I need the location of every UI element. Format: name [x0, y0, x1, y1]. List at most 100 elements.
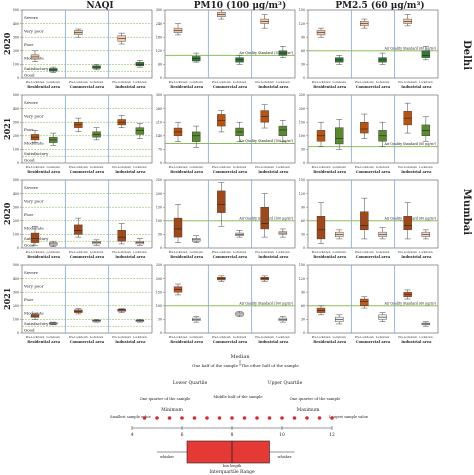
- y-tick-label: 100: [13, 148, 19, 152]
- category-label-satisfactory: Satisfactory: [24, 321, 49, 326]
- box-residential-area-pre: [30, 225, 40, 246]
- category-label-satisfactory: Satisfactory: [24, 66, 49, 71]
- panel-frame: [21, 94, 153, 164]
- box-commercial-area-pre: [217, 182, 226, 227]
- y-tick-label: 400: [13, 192, 19, 196]
- y-tick-label: 280: [156, 107, 162, 111]
- legend-axis-tick-label: 12: [329, 432, 335, 438]
- y-tick-label: 350: [156, 93, 162, 97]
- category-label-poor: Poor: [24, 127, 33, 132]
- legend-half-left: One half of the sample: [192, 363, 239, 368]
- box-residential-area-lock: [335, 229, 344, 240]
- tick-lockdown: Lockdown: [46, 335, 60, 339]
- area-label: Commercial area: [70, 255, 105, 259]
- tick-lockdown: Lockdown: [332, 250, 346, 254]
- box-residential-area-pre: [316, 202, 326, 244]
- box-residential-area-pre: [30, 130, 40, 143]
- box-residential-area-pre: [173, 283, 183, 296]
- tick-pre-lockdown: Pre-Lockdown: [112, 250, 131, 254]
- sample-dot: [230, 416, 234, 420]
- sample-dot: [242, 416, 247, 420]
- y-tick-label: 300: [13, 205, 19, 209]
- box-iqr: [360, 211, 369, 231]
- tick-pre-lockdown: Pre-Lockdown: [69, 250, 88, 254]
- tick-pre-lockdown: Pre-Lockdown: [398, 165, 417, 169]
- area-label: Commercial area: [213, 170, 248, 174]
- y-tick-label: 90: [301, 290, 305, 294]
- y-tick-label: 90: [301, 35, 305, 39]
- box-residential-area-lock: [335, 314, 344, 325]
- box-iqr: [135, 62, 145, 66]
- legend-quarter-left: One quarter of the sample: [140, 396, 192, 401]
- box-residential-area-pre: [173, 204, 183, 243]
- tick-lockdown: Lockdown: [376, 250, 390, 254]
- legend-middle-half: Middle half of the sample: [213, 394, 263, 399]
- y-tick-label: 100: [156, 219, 162, 223]
- sample-dot: [267, 416, 272, 420]
- box-commercial-area-pre: [360, 18, 369, 29]
- box-commercial-area-pre: [217, 110, 226, 133]
- tick-pre-lockdown: Pre-Lockdown: [255, 250, 274, 254]
- standard-label: Air Quality Standard (100 μg/m³): [238, 51, 293, 55]
- area-label: Residential area: [27, 340, 61, 344]
- box-residential-area-lock: [49, 321, 58, 326]
- area-label: Commercial area: [70, 340, 105, 344]
- box-iqr: [117, 230, 126, 242]
- panel-frame: [21, 264, 153, 334]
- area-label: Residential area: [27, 85, 61, 89]
- y-tick-label: 250: [299, 93, 305, 97]
- tick-lockdown: Lockdown: [376, 80, 390, 84]
- box-commercial-area-lock: [92, 319, 101, 323]
- category-label-poor: Poor: [24, 42, 33, 47]
- legend-largest: Largest sample value: [329, 415, 368, 419]
- box-commercial-area-lock: [235, 230, 244, 238]
- panel-frame: [21, 9, 153, 79]
- sample-dot: [155, 416, 159, 420]
- category-label-very-poor: Very poor: [23, 28, 44, 33]
- area-label: Commercial area: [70, 85, 105, 89]
- tick-pre-lockdown: Pre-Lockdown: [355, 250, 374, 254]
- y-tick-label: 0: [303, 331, 305, 335]
- area-label: Commercial area: [356, 340, 391, 344]
- category-label-moderate: Moderate: [24, 141, 44, 146]
- y-tick-label: 200: [13, 304, 19, 308]
- box-commercial-area-pre: [217, 275, 226, 282]
- category-label-very-poor: Very poor: [23, 198, 44, 203]
- box-plot-grid: Severe Very poor Poor Moderate Satisfactory G…: [13, 8, 439, 344]
- tick-pre-lockdown: Pre-Lockdown: [69, 80, 88, 84]
- y-tick-label: 30: [301, 318, 305, 322]
- box-residential-area-lock: [49, 66, 58, 73]
- tick-pre-lockdown: Pre-Lockdown: [112, 165, 131, 169]
- tick-lockdown: Lockdown: [233, 80, 247, 84]
- box-industrial-area-pre: [403, 202, 412, 240]
- box-iqr: [403, 216, 412, 231]
- box-industrial-area-lock: [135, 319, 145, 323]
- y-tick-label: 300: [13, 120, 19, 124]
- area-label: Industrial area: [115, 340, 146, 344]
- sample-dot: [205, 416, 209, 420]
- legend-axis-tick-label: 8: [231, 432, 234, 438]
- tick-pre-lockdown: Pre-Lockdown: [212, 165, 231, 169]
- tick-lockdown: Lockdown: [332, 335, 346, 339]
- tick-lockdown: Lockdown: [46, 80, 60, 84]
- legend-lower-quartile: Lower Quartile: [173, 380, 208, 386]
- y-tick-label: 120: [299, 277, 305, 281]
- y-tick-label: 30: [301, 63, 305, 67]
- y-tick-label: 0: [17, 331, 19, 335]
- tick-pre-lockdown: Pre-Lockdown: [312, 80, 331, 84]
- box-iqr: [316, 216, 326, 240]
- sample-dot: [180, 416, 184, 420]
- y-tick-label: 50: [301, 148, 305, 152]
- box-commercial-area-pre: [74, 117, 83, 132]
- box-industrial-area-pre: [403, 14, 412, 27]
- legend-upper-quartile: Upper Quartile: [268, 380, 303, 386]
- box-residential-area-lock: [49, 240, 58, 247]
- box-residential-area-lock: [49, 132, 58, 146]
- y-tick-label: 0: [303, 246, 305, 250]
- box-residential-area-lock: [191, 316, 201, 323]
- area-label: Industrial area: [401, 170, 432, 174]
- panel-delhi-2021-pm10: Air Quality Standard (100 μg/m³) Pre-Lock…: [156, 93, 296, 174]
- sample-dot: [305, 416, 309, 420]
- y-tick-label: 100: [13, 63, 19, 67]
